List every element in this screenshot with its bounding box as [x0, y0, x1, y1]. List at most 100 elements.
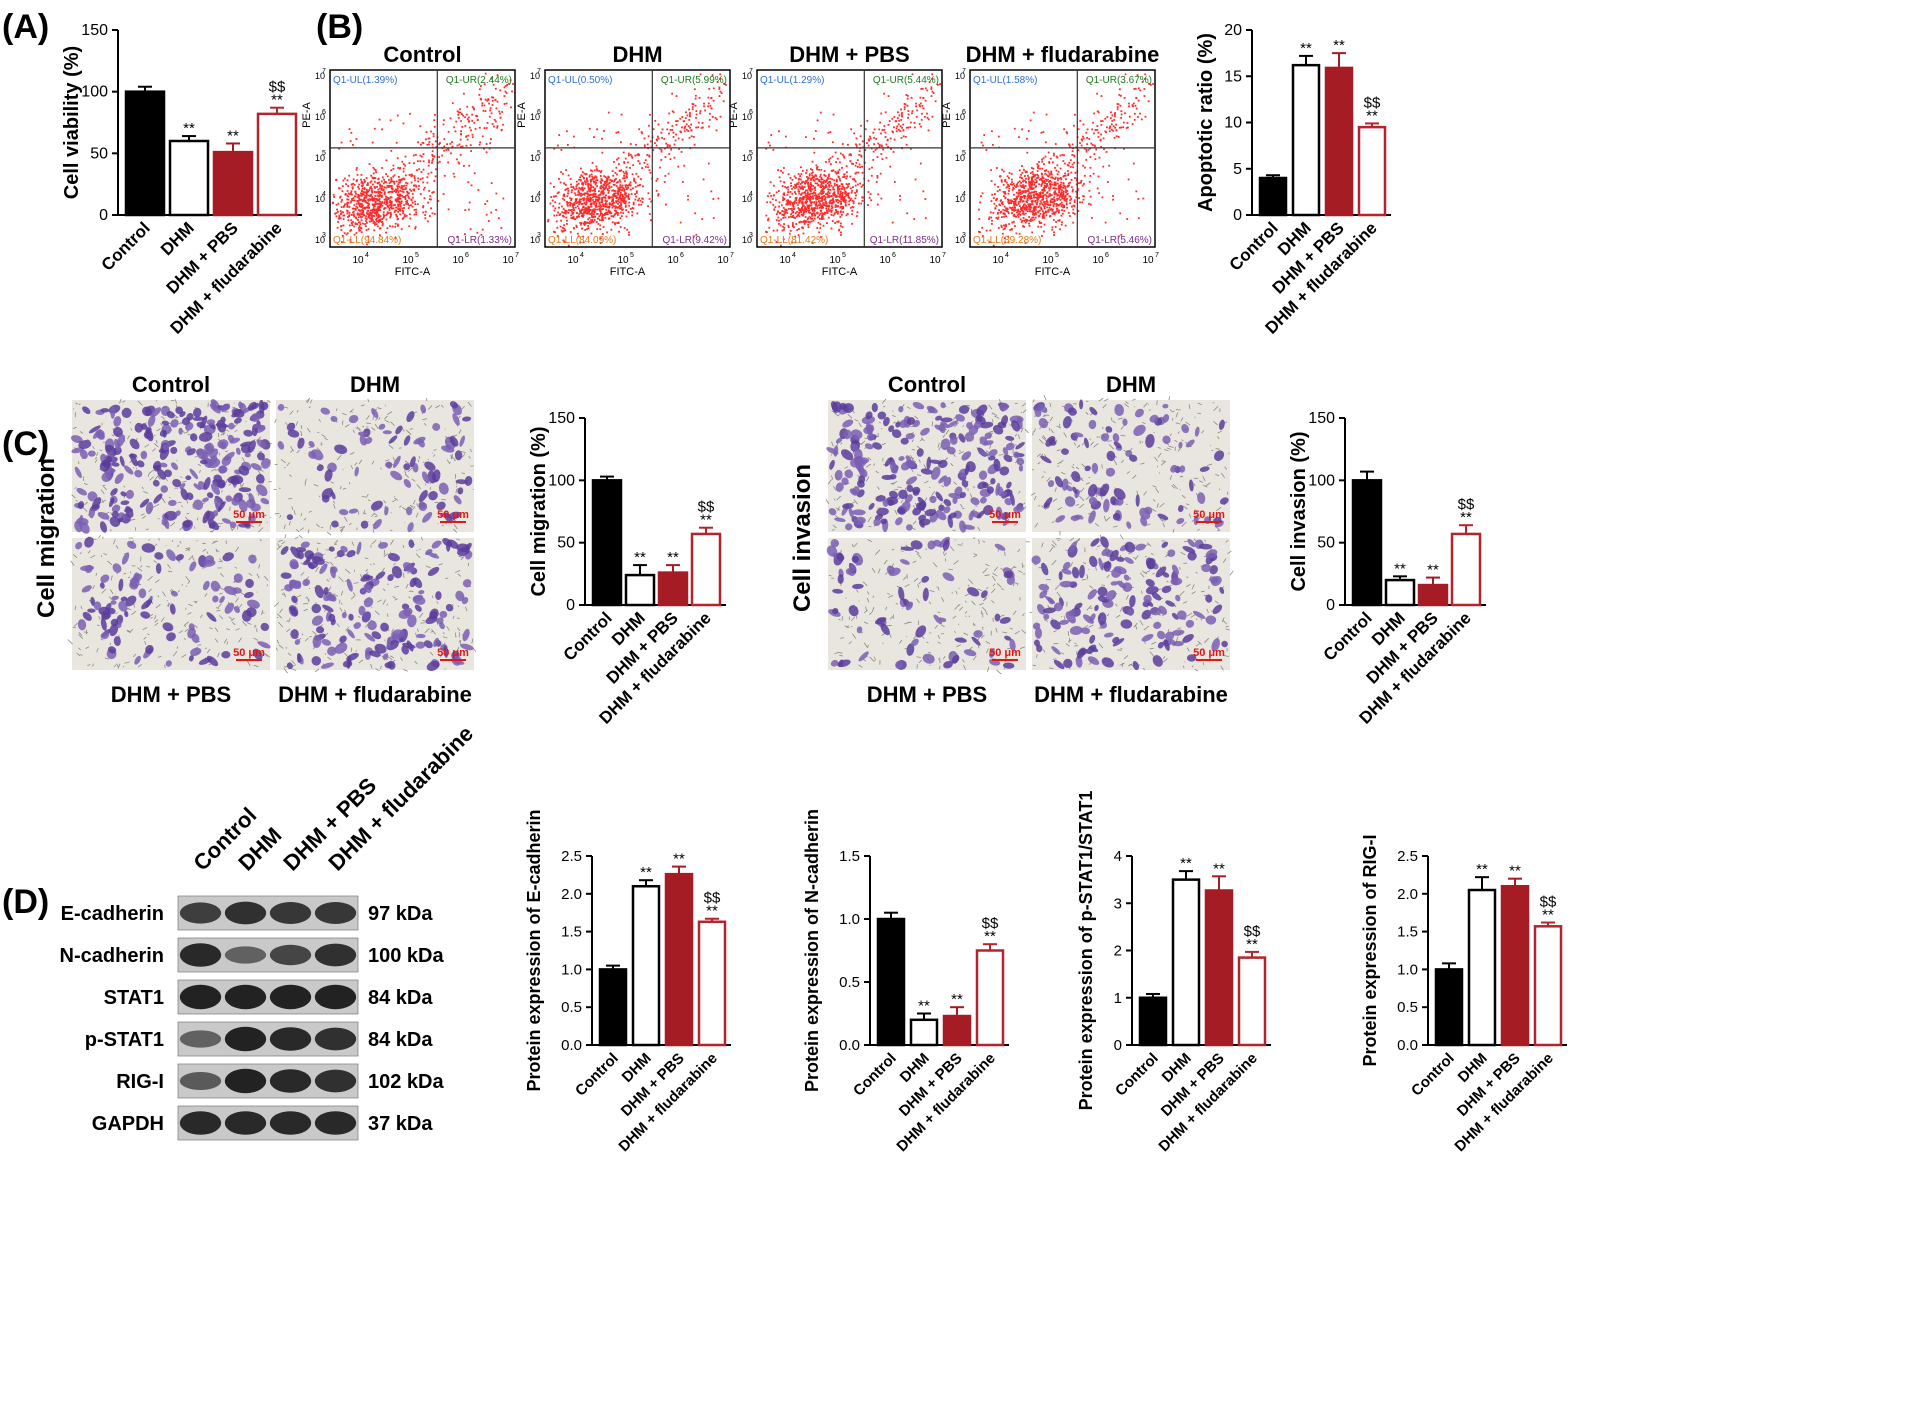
flow-dot: [460, 133, 462, 136]
flow-dot: [406, 182, 409, 185]
x-tick-label: 10: [402, 255, 414, 266]
significance-label: $$: [1540, 894, 1557, 911]
flow-dot: [1039, 200, 1042, 203]
flow-dot: [867, 204, 869, 206]
bar-1: [598, 968, 628, 1047]
flow-dot: [1029, 172, 1032, 175]
flow-dot: [397, 183, 400, 186]
flow-dot: [378, 181, 380, 184]
flow-dot: [428, 189, 431, 192]
flow-dot: [580, 188, 582, 191]
flow-dot: [802, 214, 804, 217]
flow-dot: [379, 194, 382, 197]
flow-dot: [431, 154, 434, 157]
flow-dot: [1048, 187, 1050, 189]
flow-dot: [1006, 209, 1008, 212]
flow-dot: [621, 208, 624, 211]
flow-dot: [710, 190, 713, 193]
flow-dot: [1063, 154, 1066, 157]
membrane-pore: [226, 429, 230, 432]
flow-dot: [1042, 177, 1045, 180]
flow-dot: [847, 194, 850, 197]
flow-dot: [1054, 184, 1057, 187]
flow-dot: [811, 174, 814, 177]
flow-dot: [939, 83, 941, 85]
flow-dot: [1004, 225, 1007, 228]
flow-dot: [671, 110, 674, 113]
flow-dot: [1096, 110, 1099, 113]
flow-dot: [355, 217, 358, 220]
flow-dot: [685, 111, 687, 114]
flow-dot: [564, 229, 567, 232]
flow-dot: [571, 203, 574, 206]
flow-dot: [578, 201, 581, 204]
flow-dot: [850, 197, 853, 200]
flow-dot: [1026, 151, 1029, 154]
flow-dot: [587, 207, 589, 210]
flow-dot: [618, 188, 621, 191]
flow-dot: [576, 216, 578, 219]
flow-dot: [1028, 205, 1030, 207]
flow-dot: [836, 187, 839, 190]
flow-dot: [806, 191, 809, 194]
flow-dot: [1004, 209, 1006, 212]
flow-dot: [1104, 130, 1107, 133]
flow-dot: [1062, 191, 1065, 194]
flow-dot: [1052, 154, 1055, 157]
flow-dot: [684, 117, 687, 120]
flow-dot: [561, 172, 564, 175]
flow-dot: [394, 222, 397, 225]
flow-dot: [1014, 201, 1017, 204]
flow-dot: [812, 179, 815, 181]
flow-dot: [813, 187, 816, 190]
flow-dot: [1058, 177, 1061, 180]
flow-dot: [795, 198, 798, 201]
category-label: DHM: [157, 218, 198, 259]
flow-dot: [627, 195, 630, 198]
flow-dot: [610, 186, 613, 188]
flow-dot: [361, 192, 364, 195]
flow-dot: [395, 141, 398, 144]
flow-dot: [608, 206, 610, 209]
flow-dot: [827, 175, 830, 177]
flow-dot: [670, 148, 673, 151]
flow-dot: [419, 125, 422, 128]
flow-dot: [683, 130, 686, 133]
flow-dot: [1098, 156, 1101, 159]
flow-dot: [592, 210, 595, 213]
flow-dot: [598, 201, 601, 204]
flow-dot: [567, 211, 570, 214]
flow-dot: [834, 208, 837, 211]
flow-dot: [1063, 209, 1066, 212]
flow-dot: [347, 198, 350, 201]
membrane-pore: [142, 515, 147, 519]
membrane-pore: [241, 457, 245, 462]
flow-dot: [405, 184, 408, 187]
flow-dot: [795, 196, 798, 199]
flow-dot: [825, 207, 828, 210]
flow-dot: [350, 192, 352, 194]
flow-dot: [787, 226, 790, 228]
flow-dot: [1005, 186, 1008, 189]
flow-dot: [641, 167, 644, 169]
flow-dot: [577, 235, 580, 238]
flow-dot: [453, 175, 456, 178]
flow-dot: [339, 195, 342, 198]
flow-dot: [834, 222, 836, 224]
flow-dot: [377, 216, 379, 219]
flow-dot: [842, 176, 845, 179]
flow-dot: [1092, 172, 1095, 175]
flow-dot: [1120, 116, 1122, 119]
flow-dot: [357, 195, 360, 198]
y-tick-label: 20: [1224, 22, 1242, 39]
flow-dot: [1030, 200, 1033, 203]
flow-dot: [805, 196, 808, 199]
flow-dot: [490, 77, 493, 80]
flow-dot: [1018, 169, 1021, 172]
flow-dot: [783, 223, 785, 225]
flow-dot: [1065, 189, 1067, 192]
flow-dot: [869, 193, 872, 195]
flow-dots: [765, 73, 941, 247]
flow-dot: [562, 197, 564, 200]
